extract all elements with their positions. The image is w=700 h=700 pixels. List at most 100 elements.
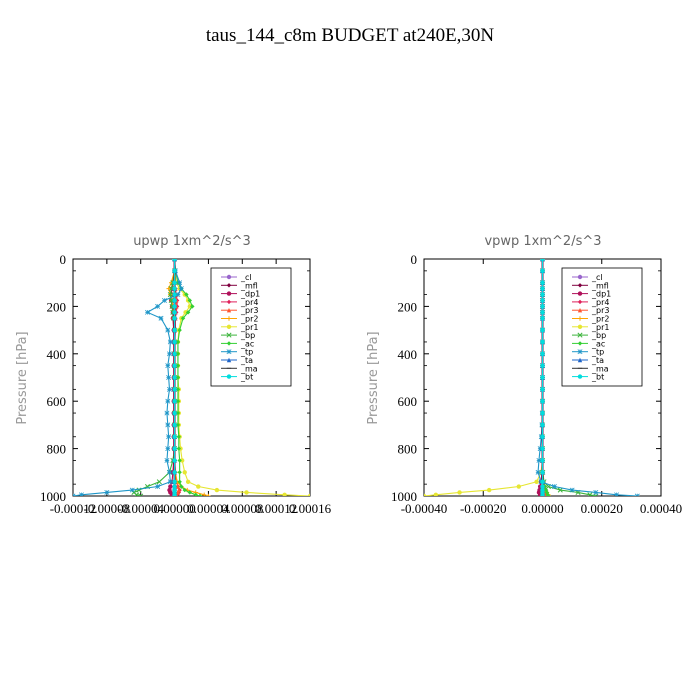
panel-title-vpwp: vpwp 1xm^2/s^3 bbox=[484, 234, 601, 249]
data-point-pr1 bbox=[244, 490, 249, 495]
data-point-bt bbox=[172, 259, 177, 262]
y-tick-label: 800 bbox=[398, 442, 418, 457]
legend-marker-bt bbox=[226, 374, 232, 379]
data-point-bt bbox=[172, 484, 177, 489]
legend-label-ta: _ta bbox=[591, 356, 604, 365]
data-point-tp bbox=[167, 339, 173, 345]
data-point-bt bbox=[540, 304, 545, 309]
legend-marker-pr1 bbox=[226, 324, 232, 329]
data-point-bt bbox=[540, 446, 545, 451]
legend-label-pr1: _pr1 bbox=[240, 323, 258, 332]
data-point-tp bbox=[536, 457, 542, 463]
legend-label-dp1: _dp1 bbox=[240, 290, 260, 299]
data-point-bp bbox=[587, 492, 593, 496]
data-point-tp bbox=[614, 492, 620, 496]
data-point-tp bbox=[634, 493, 640, 496]
legend-marker-dp1 bbox=[226, 291, 232, 296]
data-point-pr1 bbox=[433, 492, 439, 496]
data-point-bt bbox=[540, 280, 545, 285]
data-point-tp bbox=[535, 469, 541, 475]
data-point-bp bbox=[168, 286, 174, 292]
data-point-bp bbox=[593, 493, 599, 496]
data-point-tp bbox=[161, 297, 167, 303]
legend-marker-bp bbox=[577, 332, 583, 338]
data-point-tp bbox=[129, 487, 135, 493]
data-point-bt bbox=[172, 458, 177, 463]
legend-label-ac: _ac bbox=[591, 339, 605, 348]
y-axis-label-vpwp: Pressure [hPa] bbox=[366, 331, 381, 424]
series-line-ac bbox=[174, 259, 201, 496]
data-point-tp bbox=[145, 309, 150, 315]
data-point-pr1 bbox=[457, 490, 462, 495]
legend-marker-pr4 bbox=[577, 299, 583, 305]
data-point-ac bbox=[544, 490, 550, 495]
legend-vpwp: _cl_mfl_dp1_pr4_pr3_pr2_pr1_bp_ac_tp_ta_… bbox=[561, 267, 643, 387]
y-tick-label: 0 bbox=[60, 252, 67, 267]
data-point-bt bbox=[540, 351, 545, 356]
data-point-bt bbox=[540, 479, 545, 484]
data-point-bp bbox=[138, 493, 144, 496]
panel-vpwp: vpwp 1xm^2/s^3 Pressure [hPa] -0.00040 -0… bbox=[366, 234, 682, 516]
legend-marker-dp1 bbox=[577, 291, 583, 296]
data-point-tp bbox=[165, 446, 171, 452]
data-point-bt bbox=[172, 363, 177, 368]
legend-marker-cl bbox=[577, 274, 583, 280]
data-point-tp bbox=[165, 363, 171, 369]
legend-label-pr4: _pr4 bbox=[240, 298, 258, 307]
data-point-tp bbox=[155, 303, 161, 309]
data-point-ac bbox=[175, 399, 181, 404]
legend-label-pr3: _pr3 bbox=[591, 306, 609, 315]
data-point-bt bbox=[172, 470, 177, 475]
data-point-pr2 bbox=[166, 286, 171, 291]
data-point-pr2 bbox=[201, 492, 207, 496]
legend-label-ma: _ma bbox=[591, 364, 609, 373]
legend-marker-bt bbox=[577, 374, 583, 379]
legend-label-pr4: _pr4 bbox=[591, 298, 609, 307]
data-point-pr1 bbox=[486, 487, 492, 493]
legend-label-pr3: _pr3 bbox=[240, 306, 258, 315]
legend-marker-mfl bbox=[577, 283, 583, 288]
data-point-pr1 bbox=[196, 484, 201, 489]
data-point-bt bbox=[172, 446, 177, 451]
data-point-tp bbox=[177, 280, 183, 286]
legend-label-bt: _bt bbox=[591, 373, 604, 382]
legend-marker-ac bbox=[226, 341, 232, 346]
legend-marker-pr1 bbox=[577, 324, 583, 329]
data-point-ac bbox=[175, 387, 181, 392]
legend-upwp: _cl_mfl_dp1_pr4_pr3_pr2_pr1_bp_ac_tp_ta_… bbox=[210, 267, 292, 387]
y-tick-label: 200 bbox=[47, 299, 67, 314]
data-point-tp bbox=[164, 457, 170, 463]
x-tick-label: 0.00040 bbox=[640, 501, 682, 516]
legend-marker-pr3 bbox=[577, 308, 583, 313]
data-point-ac bbox=[179, 484, 184, 489]
data-point-bt bbox=[540, 375, 545, 380]
data-point-ac bbox=[546, 493, 551, 496]
legend-label-tp: _tp bbox=[591, 348, 604, 357]
data-point-ac bbox=[177, 479, 182, 484]
data-point-bt bbox=[172, 422, 177, 428]
data-point-ac bbox=[175, 339, 181, 345]
data-point-pr3 bbox=[175, 490, 181, 495]
data-point-bt bbox=[540, 484, 545, 489]
data-point-bt bbox=[172, 479, 177, 484]
data-point-bp bbox=[168, 297, 174, 304]
data-point-pr1 bbox=[534, 479, 539, 484]
legend-marker-mfl bbox=[226, 283, 232, 288]
y-tick-label: 400 bbox=[398, 347, 418, 362]
y-tick-label: 400 bbox=[47, 347, 67, 362]
x-tick-label: 0.00000 bbox=[153, 501, 195, 516]
data-point-ac bbox=[175, 422, 181, 428]
data-point-pr1 bbox=[424, 493, 427, 496]
legend-marker-pr2 bbox=[577, 316, 583, 321]
legend-label-mfl: _mfl bbox=[240, 281, 258, 290]
data-point-bp bbox=[557, 487, 563, 493]
x-tick-label: 0.00000 bbox=[521, 501, 563, 516]
data-point-bt bbox=[172, 375, 177, 380]
data-point-tp bbox=[537, 446, 543, 452]
x-tick-label: -0.00040 bbox=[401, 501, 448, 516]
data-point-bt bbox=[172, 268, 177, 274]
data-point-pr1 bbox=[307, 493, 310, 496]
legend-label-pr2: _pr2 bbox=[240, 315, 258, 324]
legend-label-dp1: _dp1 bbox=[591, 290, 611, 299]
